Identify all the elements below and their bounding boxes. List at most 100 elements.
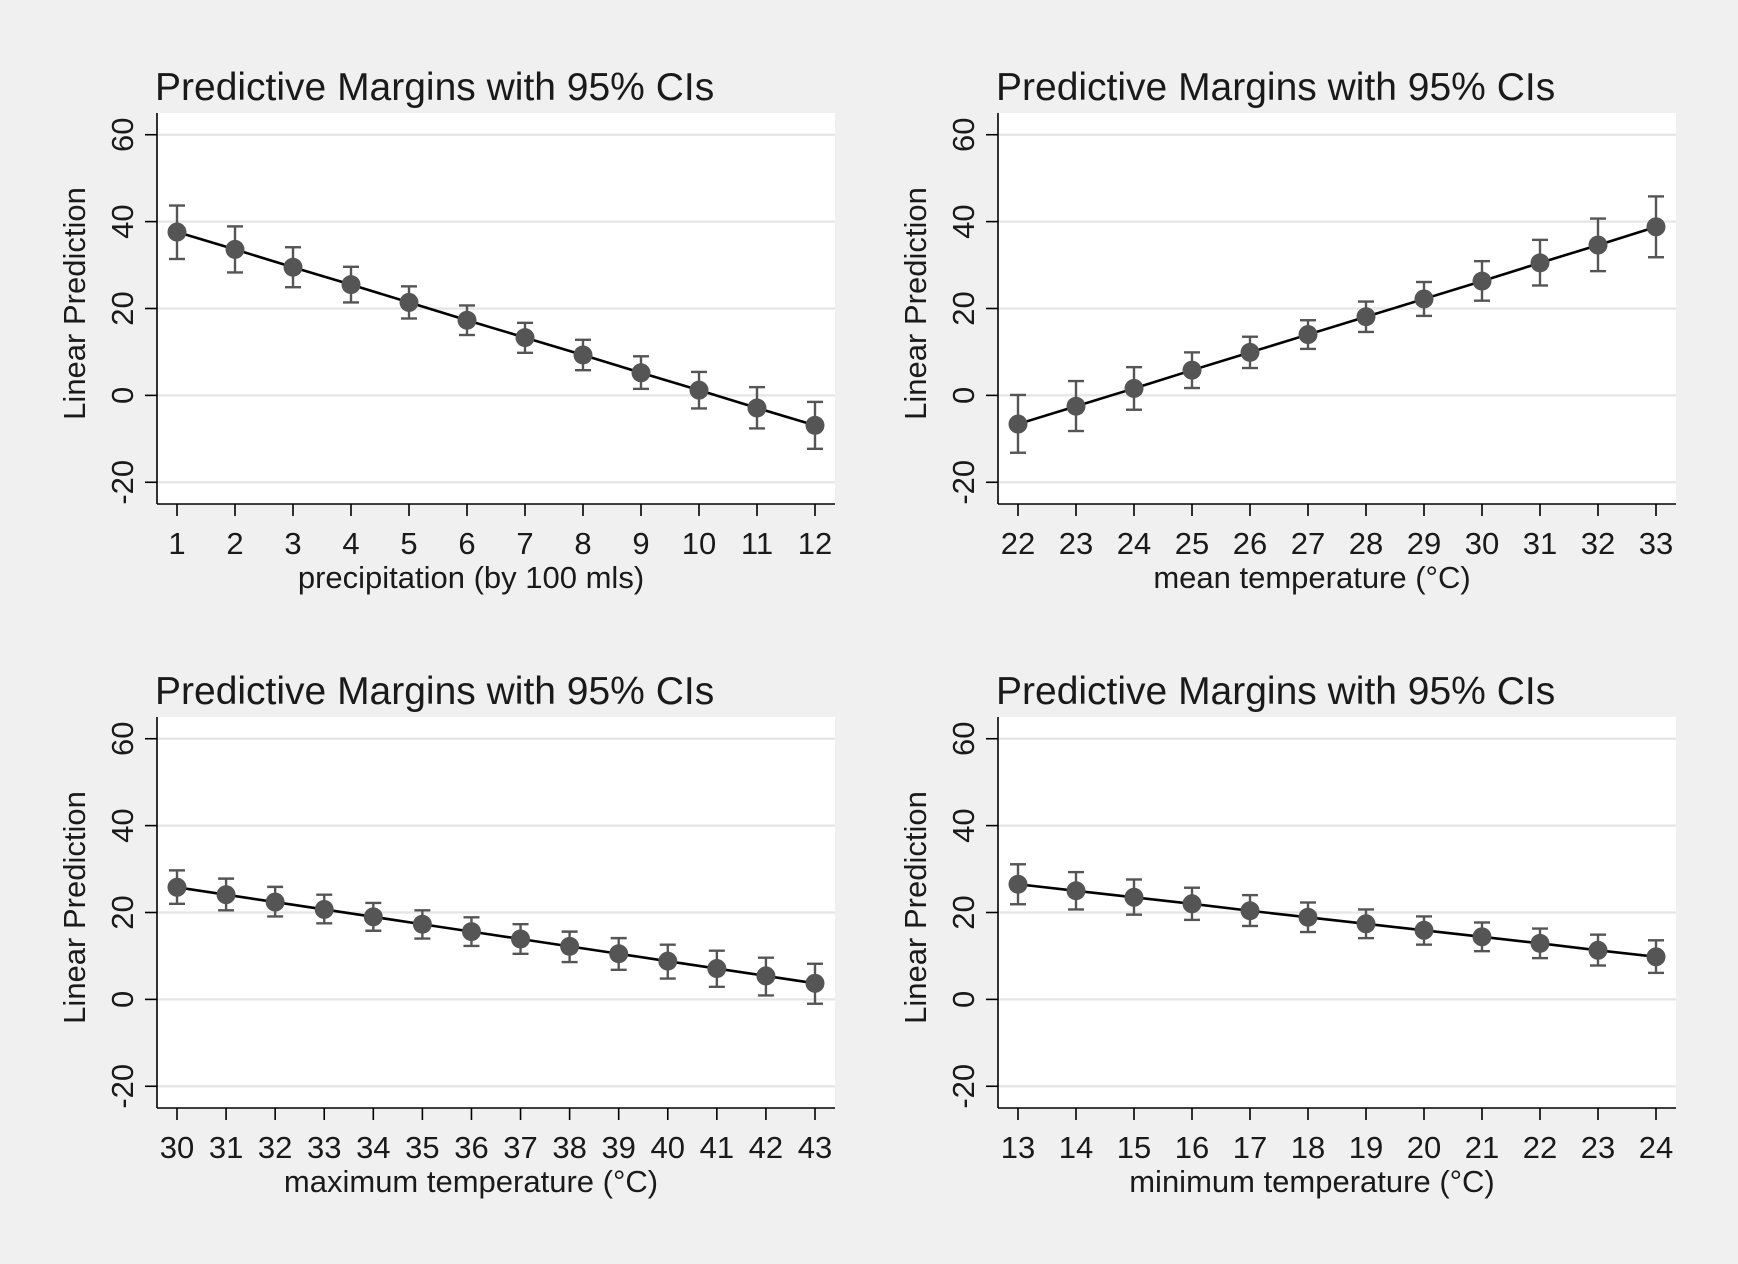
x-tick-label: 12 xyxy=(798,526,832,561)
data-point xyxy=(756,966,776,986)
x-tick-label: 27 xyxy=(1291,526,1325,561)
data-point xyxy=(609,944,629,964)
y-axis-label: Linear Prediction xyxy=(57,187,92,420)
x-tick-label: 30 xyxy=(160,1130,194,1165)
data-point xyxy=(1356,307,1376,327)
y-tick-label: 0 xyxy=(105,991,140,1008)
x-tick-label: 34 xyxy=(356,1130,390,1165)
data-point xyxy=(805,415,825,435)
y-tick-label: 0 xyxy=(946,991,981,1008)
x-tick-label: 19 xyxy=(1349,1130,1383,1165)
x-tick-label: 31 xyxy=(1523,526,1557,561)
data-point xyxy=(658,951,678,971)
x-tick-label: 22 xyxy=(1523,1130,1557,1165)
x-tick-label: 32 xyxy=(1581,526,1615,561)
y-tick-label: 60 xyxy=(946,117,981,151)
y-tick-label: 60 xyxy=(946,721,981,755)
data-point xyxy=(216,885,236,905)
data-point xyxy=(1008,414,1028,434)
data-point xyxy=(1588,940,1608,960)
x-tick-label: 14 xyxy=(1059,1130,1093,1165)
y-axis-label: Linear Prediction xyxy=(898,187,933,420)
x-tick-label: 8 xyxy=(574,526,591,561)
x-tick-label: 1 xyxy=(168,526,185,561)
data-point xyxy=(1298,325,1318,345)
x-tick-label: 9 xyxy=(632,526,649,561)
y-tick-label: 0 xyxy=(105,387,140,404)
y-tick-label: 20 xyxy=(105,291,140,325)
x-tick-label: 23 xyxy=(1059,526,1093,561)
chart-panel-3: -20 0 20 40 60 30 31 32 33 34 35 36 37 38 39 40 41 42 43 Pr… xyxy=(57,670,835,1199)
y-tick-label: 40 xyxy=(946,808,981,842)
data-point xyxy=(1530,253,1550,273)
data-point xyxy=(363,907,383,927)
data-point xyxy=(707,959,727,979)
chart-panel-2: -20 0 20 40 60 22 23 24 25 26 27 28 29 30 31 32 33 Predic… xyxy=(898,66,1676,595)
x-tick-label: 28 xyxy=(1349,526,1383,561)
data-point xyxy=(631,363,651,383)
chart-title: Predictive Margins with 95% CIs xyxy=(996,66,1555,109)
data-point xyxy=(412,914,432,934)
x-tick-label: 24 xyxy=(1117,526,1151,561)
y-tick-label: 20 xyxy=(946,291,981,325)
y-tick-label: 20 xyxy=(946,895,981,929)
x-axis-label: precipitation (by 100 mls) xyxy=(298,560,644,595)
x-tick-label: 24 xyxy=(1639,1130,1673,1165)
data-point xyxy=(457,310,477,330)
data-point xyxy=(1356,914,1376,934)
data-point xyxy=(283,257,303,277)
data-point xyxy=(341,275,361,295)
y-tick-label: 40 xyxy=(946,204,981,238)
x-tick-label: 36 xyxy=(454,1130,488,1165)
data-point xyxy=(314,899,334,919)
data-point xyxy=(1646,217,1666,237)
x-axis-label: maximum temperature (°C) xyxy=(284,1164,658,1199)
data-point xyxy=(511,929,531,949)
x-tick-label: 38 xyxy=(552,1130,586,1165)
y-tick-label: 40 xyxy=(105,204,140,238)
x-tick-label: 17 xyxy=(1233,1130,1267,1165)
y-tick-label: -20 xyxy=(105,460,140,505)
x-axis-label: minimum temperature (°C) xyxy=(1129,1164,1495,1199)
data-point xyxy=(1008,874,1028,894)
x-tick-label: 16 xyxy=(1175,1130,1209,1165)
x-tick-label: 7 xyxy=(516,526,533,561)
x-tick-label: 29 xyxy=(1407,526,1441,561)
x-tick-label: 42 xyxy=(749,1130,783,1165)
x-tick-label: 13 xyxy=(1001,1130,1035,1165)
data-point xyxy=(1414,920,1434,940)
data-point xyxy=(1588,235,1608,255)
x-tick-label: 20 xyxy=(1407,1130,1441,1165)
data-point xyxy=(1414,289,1434,309)
x-tick-label: 5 xyxy=(400,526,417,561)
y-tick-label: 40 xyxy=(105,808,140,842)
data-point xyxy=(1530,933,1550,953)
data-point xyxy=(1124,378,1144,398)
x-axis-label: mean temperature (°C) xyxy=(1153,560,1470,595)
chart-title: Predictive Margins with 95% CIs xyxy=(155,66,714,109)
data-point xyxy=(1240,342,1260,362)
x-tick-label: 4 xyxy=(342,526,359,561)
x-tick-label: 35 xyxy=(405,1130,439,1165)
x-tick-label: 30 xyxy=(1465,526,1499,561)
x-tick-label: 32 xyxy=(258,1130,292,1165)
data-point xyxy=(461,922,481,942)
x-tick-label: 22 xyxy=(1001,526,1035,561)
x-tick-label: 40 xyxy=(651,1130,685,1165)
series-line xyxy=(1017,225,1657,426)
data-point xyxy=(1472,271,1492,291)
data-point xyxy=(1240,901,1260,921)
y-tick-label: -20 xyxy=(946,1064,981,1109)
data-point xyxy=(167,877,187,897)
data-point xyxy=(1182,894,1202,914)
series-line xyxy=(1017,882,1657,959)
data-point xyxy=(399,292,419,312)
data-point xyxy=(515,328,535,348)
chart-title: Predictive Margins with 95% CIs xyxy=(155,670,714,713)
x-tick-label: 2 xyxy=(226,526,243,561)
data-point xyxy=(747,398,767,418)
x-tick-label: 10 xyxy=(682,526,716,561)
data-point xyxy=(560,936,580,956)
